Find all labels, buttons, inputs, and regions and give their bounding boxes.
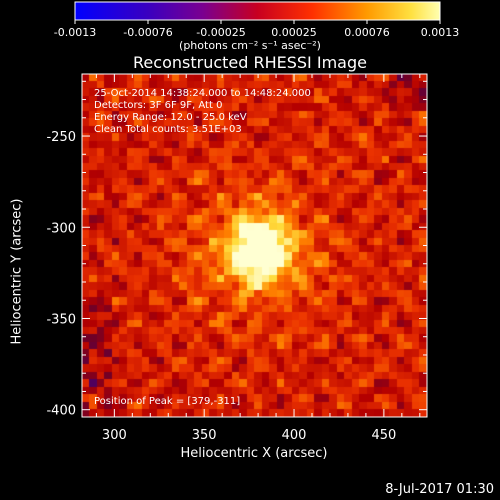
colorbar-tick-label: -0.0013 xyxy=(54,26,96,39)
colorbar: -0.0013 -0.00076 -0.00025 0.00025 0.0007… xyxy=(54,1,460,39)
plot-title: Reconstructed RHESSI Image xyxy=(133,53,367,72)
info-time-range: 25-Oct-2014 14:38:24.000 to 14:48:24.000 xyxy=(94,88,311,99)
footer-date: 8-Jul-2017 01:30 xyxy=(385,482,494,497)
x-tick-label: 400 xyxy=(282,428,307,443)
info-energy-range: Energy Range: 12.0 - 25.0 keV xyxy=(94,112,247,123)
y-tick-label: -350 xyxy=(46,312,76,327)
colorbar-tick-label: -0.00076 xyxy=(123,26,172,39)
x-tick-label: 350 xyxy=(192,428,217,443)
colorbar-tick-label: 0.00025 xyxy=(271,26,317,39)
y-tick-label: -400 xyxy=(46,404,76,419)
colorbar-tick-label: 0.00076 xyxy=(344,26,390,39)
x-tick-label: 300 xyxy=(102,428,127,443)
y-tick-label: -250 xyxy=(46,130,76,145)
info-detectors: Detectors: 3F 6F 9F, Att 0 xyxy=(94,100,223,111)
colorbar-tick-label: -0.00025 xyxy=(196,26,245,39)
y-axis-label: Heliocentric Y (arcsec) xyxy=(9,198,25,345)
x-axis-label: Heliocentric X (arcsec) xyxy=(180,446,328,461)
y-tick-label: -300 xyxy=(46,221,76,236)
info-clean-counts: Clean Total counts: 3.51E+03 xyxy=(94,124,242,135)
x-tick-label: 450 xyxy=(371,428,396,443)
colorbar-units-label: (photons cm⁻² s⁻¹ asec⁻²) xyxy=(179,39,321,52)
colorbar-tick-label: 0.0013 xyxy=(421,26,460,39)
peak-position-label: Position of Peak = [379,-311] xyxy=(94,396,241,407)
colorbar-gradient xyxy=(74,1,441,21)
